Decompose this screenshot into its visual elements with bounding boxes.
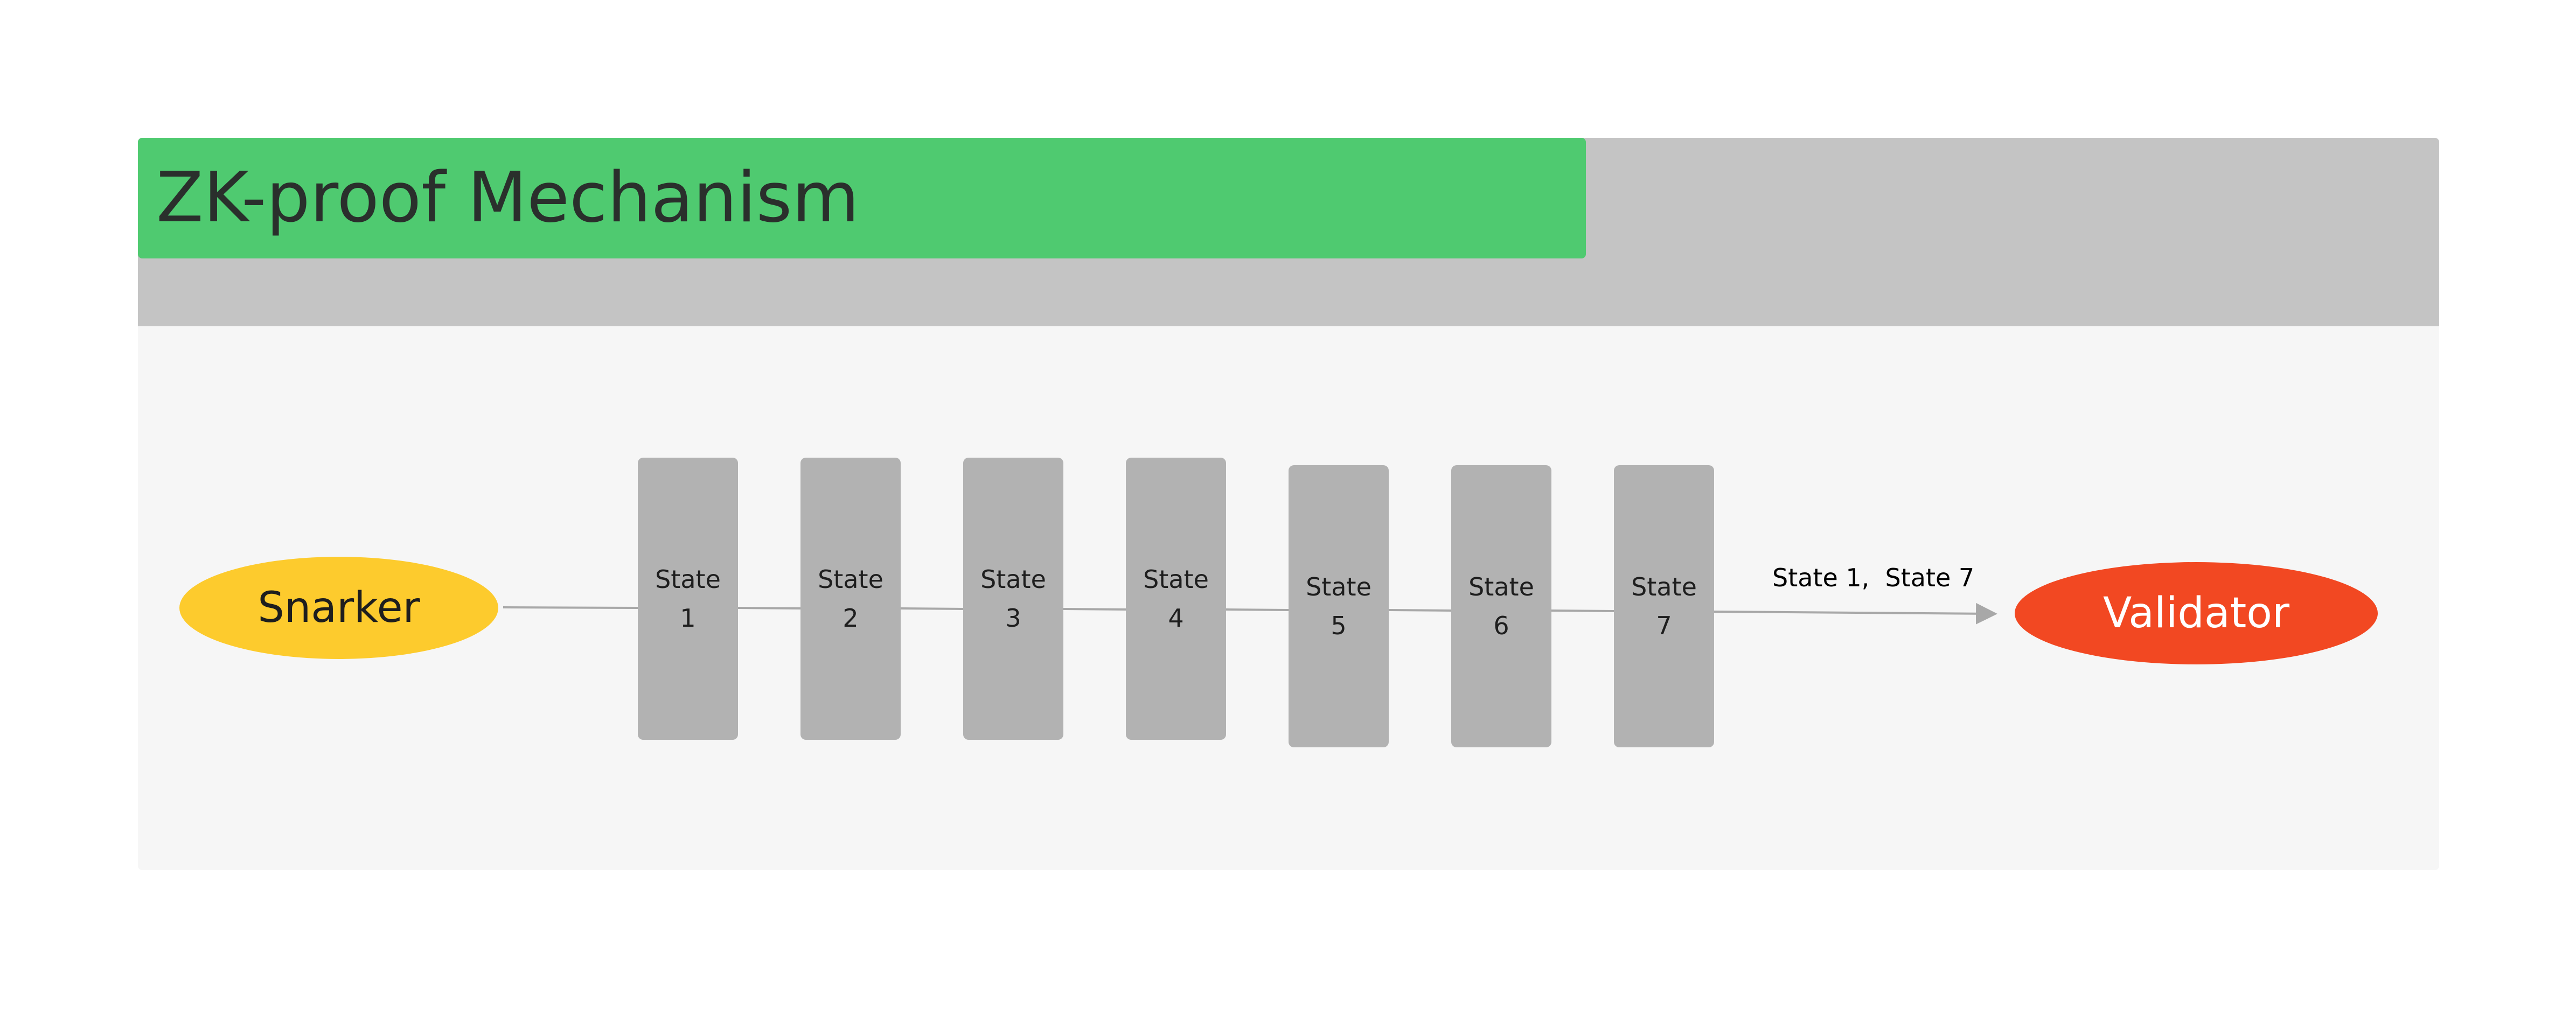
state-box-1: State 1	[638, 458, 738, 740]
state-label: State	[1143, 565, 1209, 594]
state-label: State	[980, 565, 1046, 594]
state-box-3: State 3	[963, 458, 1063, 740]
arrow-label: State 1, State 7	[1772, 563, 1975, 592]
state-number: 7	[1656, 611, 1672, 640]
state-box-7: State 7	[1614, 465, 1714, 747]
title-banner: ZK-proof Mechanism	[138, 138, 1586, 258]
state-box-6: State 6	[1451, 465, 1551, 747]
state-label: State	[818, 565, 883, 594]
state-number: 2	[843, 604, 859, 633]
diagram-title: ZK-proof Mechanism	[156, 158, 859, 238]
state-box-4: State 4	[1126, 458, 1226, 740]
state-label: State	[1631, 572, 1697, 601]
state-label: State	[1468, 572, 1534, 601]
snarker-label: Snarker	[257, 584, 420, 632]
state-box-2: State 2	[800, 458, 901, 740]
snarker-node: Snarker	[179, 557, 498, 659]
state-label: State	[1306, 572, 1371, 601]
state-number: 4	[1168, 604, 1184, 633]
validator-node: Validator	[2015, 562, 2378, 664]
state-number: 1	[680, 604, 696, 633]
state-number: 3	[1005, 604, 1021, 633]
state-box-5: State 5	[1289, 465, 1389, 747]
state-label: State	[655, 565, 721, 594]
state-number: 6	[1493, 611, 1509, 640]
validator-label: Validator	[2102, 589, 2290, 637]
state-number: 5	[1331, 611, 1347, 640]
